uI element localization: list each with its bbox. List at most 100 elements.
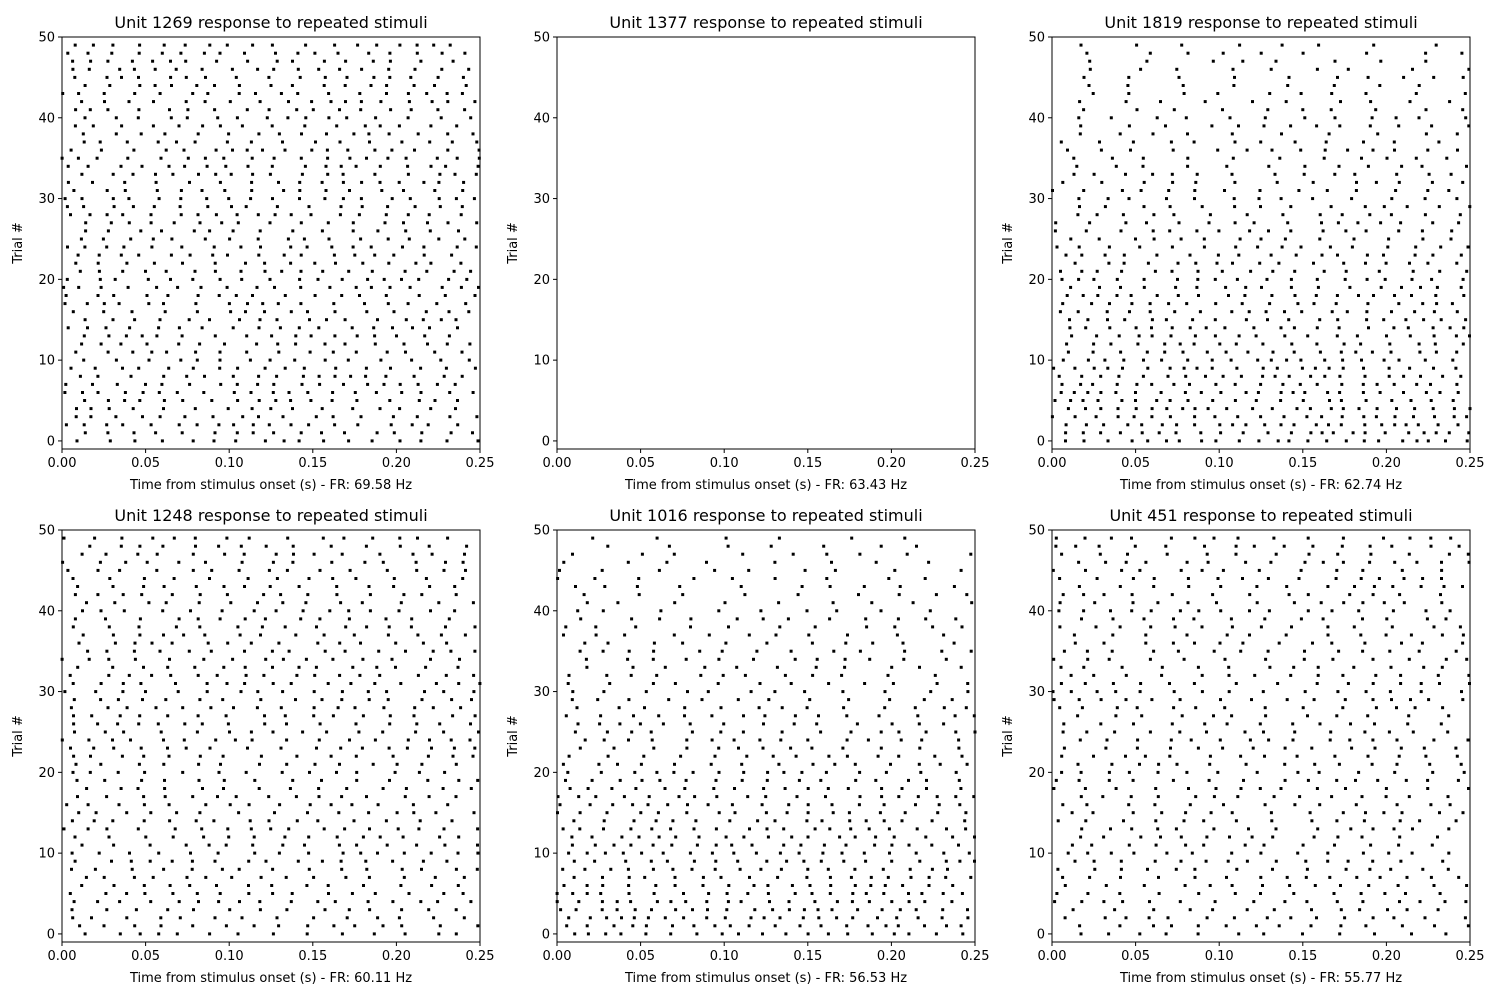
spike-point [1254,924,1258,928]
spike-point [1078,924,1082,928]
spike-point [730,577,734,580]
spike-point [105,75,109,79]
spike-point [345,116,349,120]
spike-point [397,124,401,128]
spike-point [1081,294,1085,297]
spike-point [1429,536,1433,540]
spike-point [1364,229,1368,233]
spike-point [1221,374,1225,378]
spike-point [90,714,94,718]
spike-point [251,431,255,435]
spike-point [1152,649,1156,653]
spike-point [1291,722,1295,726]
spike-point [375,431,379,435]
spike-point [929,690,933,694]
spike-point [112,205,116,209]
spike-point [1448,100,1452,104]
spike-point [368,908,372,912]
spike-point [683,787,687,790]
spike-point [367,875,371,879]
spike-point [1100,180,1104,184]
spike-point [428,140,432,144]
spike-point [177,423,181,427]
spike-point [566,770,570,774]
spike-point [1077,560,1081,564]
spike-point [571,690,575,694]
spike-point [951,884,955,887]
spike-point [138,714,142,718]
spike-point [1115,277,1119,281]
spike-point [228,908,232,912]
spike-point [229,310,233,314]
spike-point [1391,609,1395,613]
spike-point [1284,100,1288,104]
spike-point [256,237,260,241]
spike-point [1365,51,1369,55]
spike-point [1196,746,1200,750]
spike-point [1432,738,1436,742]
spike-point [338,67,342,71]
spike-point [903,811,907,815]
spike-point [427,544,431,548]
spike-point [1434,294,1438,297]
spike-point [1265,277,1269,281]
x-tick-label: 0.25 [1456,949,1485,964]
spike-point [1138,762,1141,766]
spike-point [966,908,969,912]
spike-point [574,908,578,912]
spike-point [309,334,313,338]
spike-point [1210,366,1214,370]
spike-point [1070,811,1074,815]
spike-point [1452,407,1456,411]
spike-point [773,819,777,823]
spike-point [1424,754,1428,758]
spike-point [304,601,308,605]
spike-point [71,577,75,580]
spike-point [224,714,228,718]
spike-point [1360,358,1363,362]
spike-point [1107,932,1111,936]
spike-point [357,730,361,734]
spike-point [419,391,423,394]
spike-point [578,827,582,831]
spike-point [1139,682,1143,685]
spike-point [1270,148,1274,152]
spike-point [282,189,286,192]
spike-point [285,568,289,572]
spike-point [1436,423,1440,427]
spike-point [1202,245,1206,249]
spike-point [225,285,229,289]
spike-point [324,189,328,192]
spike-point [1361,900,1365,904]
spike-point [268,172,272,176]
spike-point [1274,859,1278,863]
spike-point [1419,690,1423,694]
spike-point [1123,318,1127,322]
spike-point [890,665,894,669]
spike-point [389,366,392,370]
spike-point [322,59,326,63]
spike-point [316,641,320,645]
spike-point [840,673,844,677]
spike-point [1289,277,1293,281]
spike-point [669,827,673,831]
spike-point [688,851,692,855]
spike-point [1331,657,1335,661]
spike-point [262,593,266,597]
spike-point [1229,358,1233,362]
spike-point [1289,916,1293,920]
spike-point [1071,908,1075,912]
spike-point [1218,641,1222,645]
spike-point [1061,730,1065,734]
spike-point [593,577,597,580]
spike-point [869,884,873,887]
spike-point [915,827,919,831]
spike-point [371,59,375,63]
spike-point [333,900,337,904]
spike-point [1344,269,1348,273]
spike-point [1311,197,1315,201]
spike-point [773,690,777,694]
spike-point [343,827,347,831]
spike-point [423,690,426,694]
spike-point [1392,827,1396,831]
